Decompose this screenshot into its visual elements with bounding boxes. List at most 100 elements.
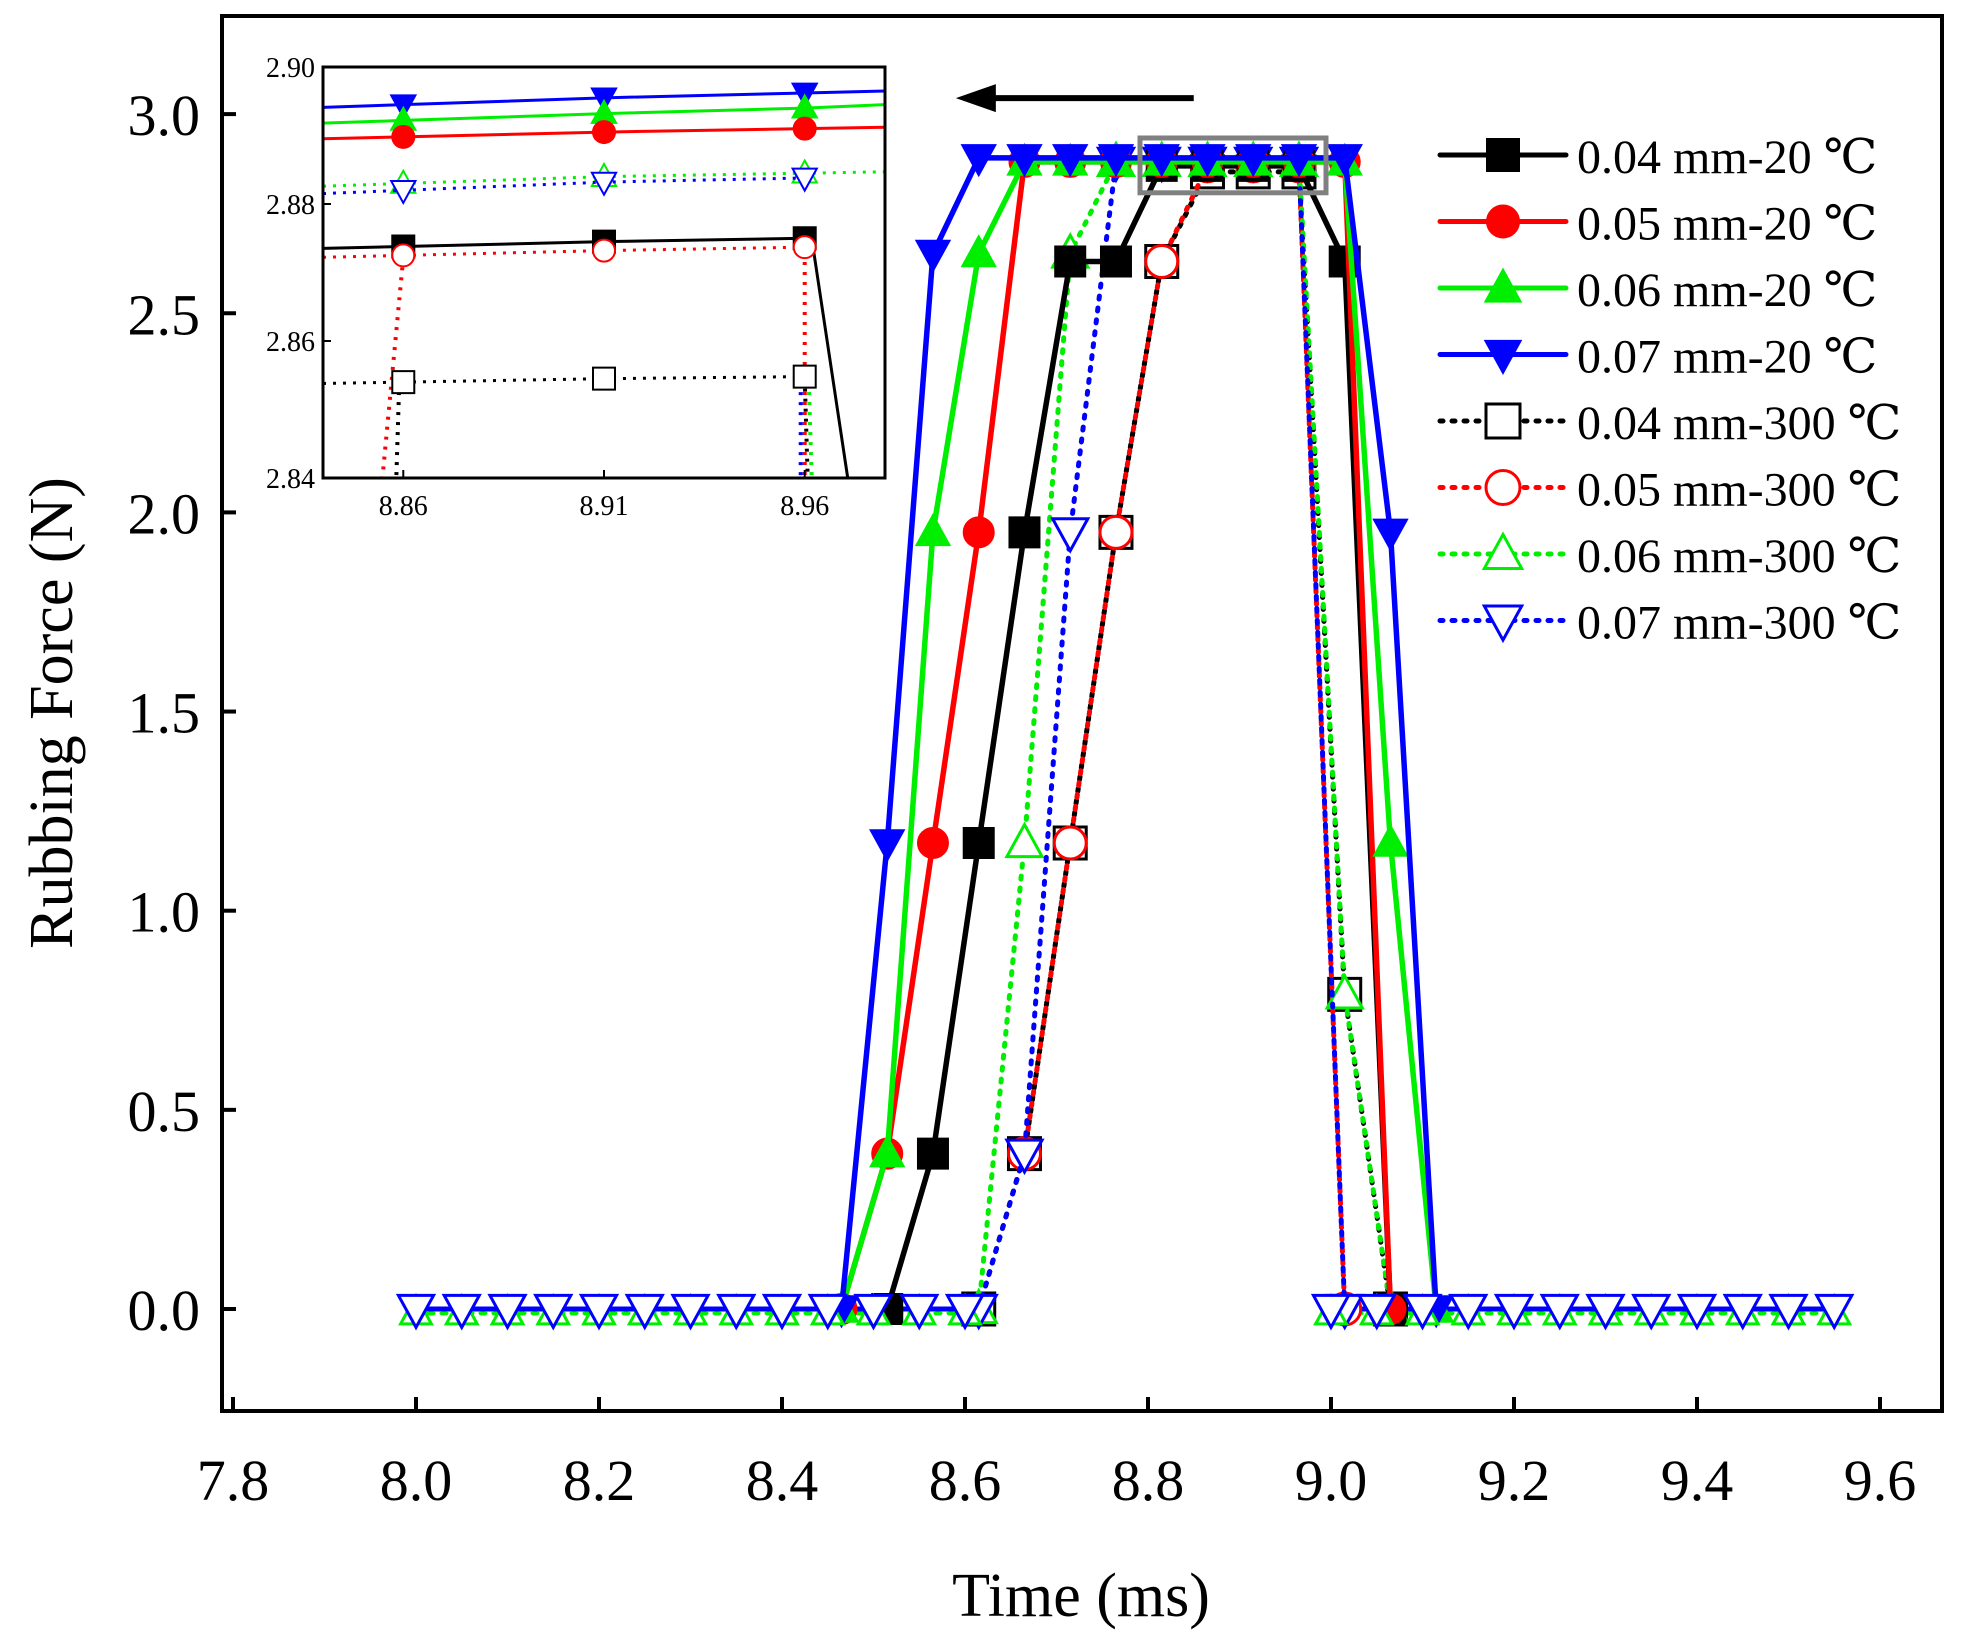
series-line [976,159,1393,1312]
data-point [1143,144,1180,178]
inset-data-point [592,366,616,391]
inset-x-tick-label: 8.86 [379,491,428,522]
baseline-point [670,1293,711,1331]
inset-drop-line [394,382,402,478]
inset-data-point [790,167,819,193]
y-tick-label: 1.0 [128,880,201,945]
y-tick-label: 2.0 [128,481,201,546]
inset-drop-line [806,382,814,478]
data-point [1372,518,1409,552]
legend-marker [1481,604,1525,644]
inset-series-line [323,236,805,250]
x-tick-label: 7.8 [197,1448,270,1513]
data-point [914,239,952,273]
baseline-point [853,1293,894,1331]
baseline-point [807,1293,848,1331]
legend-item-0-05-mm-20: 0.05 mm-20 ℃ [1437,198,1877,251]
direction-arrow [955,84,1194,113]
y-tick-label: 1.5 [128,681,201,746]
inset-y-tick-label: 2.86 [266,327,315,358]
data-point [1324,972,1365,1010]
baseline-point [899,1293,940,1331]
legend-marker [1486,204,1520,239]
main-series-layer [395,140,1855,1331]
y-axis-label: Rubbing Force (N) [18,477,86,949]
baseline-point [1676,1293,1718,1331]
data-point [962,826,995,859]
inset-series-line [323,176,805,196]
legend-marker [1481,531,1525,570]
legend-label: 0.07 mm-300 ℃ [1577,597,1901,650]
inset-series-line [323,375,805,385]
data-point [1235,144,1272,178]
x-tick-label: 8.8 [1112,1448,1185,1513]
data-point [916,826,949,859]
legend-item-0-04-mm-20: 0.04 mm-20 ℃ [1437,131,1877,184]
legend-label: 0.04 mm-20 ℃ [1577,131,1877,184]
legend-label: 0.07 mm-20 ℃ [1577,331,1877,384]
legend-marker [1483,339,1523,375]
x-tick-label: 8.4 [746,1448,819,1513]
inset-y-tick-label: 2.84 [266,464,315,495]
data-point [914,512,952,547]
baseline-point [1768,1293,1809,1331]
x-tick-label: 8.2 [563,1448,636,1513]
data-point [1008,516,1041,549]
plot-frame [220,14,1944,1413]
data-point [1144,243,1180,279]
x-tick-label: 9.6 [1844,1448,1917,1513]
baseline-point [716,1293,757,1331]
inset-series-line [323,245,805,259]
inset-x-tick-label: 8.91 [580,491,629,522]
arrow-head [955,84,996,113]
baseline-point [1356,1293,1397,1331]
y-tick-label: 0.5 [128,1079,201,1144]
legend-label: 0.05 mm-20 ℃ [1577,198,1877,251]
data-point [962,516,995,549]
legend-marker [1483,267,1523,303]
zoom-region-box [1137,135,1329,196]
legend-item-0-07-mm-300: 0.07 mm-300 ℃ [1437,597,1901,650]
baseline-point [624,1293,665,1331]
inset-data-point [792,116,817,141]
data-point [1052,144,1089,178]
x-tick-label: 9.4 [1661,1448,1734,1513]
baseline-point [1402,1293,1443,1331]
data-point [1050,517,1091,554]
legend-item-0-06-mm-300: 0.06 mm-300 ℃ [1437,530,1901,583]
legend-label: 0.04 mm-300 ℃ [1577,397,1901,450]
inset-drop-line [811,244,850,478]
x-tick-label: 9.2 [1478,1448,1551,1513]
inset-data-point [389,179,418,206]
data-point [960,234,997,268]
baseline-point [1585,1293,1626,1331]
data-point [960,144,997,178]
y-tick-label: 2.5 [128,282,201,347]
baseline-point [578,1293,620,1331]
legend-label: 0.05 mm-300 ℃ [1577,464,1901,517]
data-point [916,1137,949,1170]
plot-area: 7.8 8.0 8.2 8.4 8.6 8.8 9.0 9.2 9.4 9.6 0.0 0.5 1.0 1… [128,83,1917,1513]
legend-marker [1484,402,1522,440]
inset-drop-line [380,257,406,478]
data-point [1004,1138,1045,1176]
baseline-point [533,1293,574,1331]
data-point [1372,823,1409,857]
inset-y-tick-label: 2.88 [266,190,315,221]
data-point [869,829,906,863]
inset-data-point [391,243,416,268]
baseline-markers [395,1292,1855,1331]
data-point [1004,821,1045,859]
baseline-point [1722,1293,1763,1331]
inset-curves [323,82,885,478]
baseline-point [761,1293,803,1331]
legend-item-0-06-mm-20: 0.06 mm-20 ℃ [1437,264,1877,317]
y-tick-label: 3.0 [128,83,201,148]
inset-x-tick-label: 8.96 [780,491,829,522]
inset-data-point [792,235,817,260]
data-point [1280,144,1318,178]
legend-marker [1486,138,1520,172]
baseline-point [1310,1293,1352,1331]
